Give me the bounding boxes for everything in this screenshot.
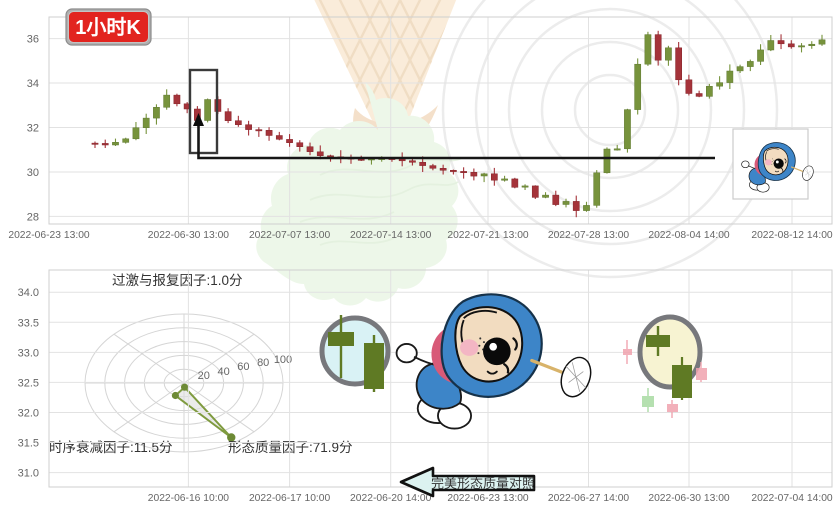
svg-text:过激与报复因子:1.0分: 过激与报复因子:1.0分	[112, 272, 243, 288]
svg-text:31.0: 31.0	[18, 468, 39, 480]
svg-text:1小时K: 1小时K	[75, 16, 141, 39]
svg-text:2022-06-27 14:00: 2022-06-27 14:00	[548, 493, 630, 504]
svg-text:32.0: 32.0	[18, 408, 39, 420]
svg-text:80: 80	[257, 357, 269, 369]
svg-text:31.5: 31.5	[18, 438, 39, 450]
svg-text:2022-07-07 13:00: 2022-07-07 13:00	[249, 230, 331, 241]
svg-text:2022-07-14 13:00: 2022-07-14 13:00	[350, 230, 432, 241]
svg-text:20: 20	[198, 370, 210, 382]
svg-text:40: 40	[217, 366, 229, 378]
svg-text:34.0: 34.0	[18, 287, 39, 299]
svg-text:36: 36	[27, 34, 39, 46]
svg-text:2022-07-28 13:00: 2022-07-28 13:00	[548, 230, 630, 241]
svg-text:2022-06-16 10:00: 2022-06-16 10:00	[148, 493, 230, 504]
svg-text:2022-06-23 13:00: 2022-06-23 13:00	[8, 230, 90, 241]
svg-text:33.0: 33.0	[18, 347, 39, 359]
svg-text:28: 28	[27, 211, 39, 223]
svg-text:2022-06-30 13:00: 2022-06-30 13:00	[148, 230, 230, 241]
svg-text:完美形态质量对照: 完美形态质量对照	[431, 476, 535, 491]
svg-text:30: 30	[27, 167, 39, 179]
svg-text:2022-08-12 14:00: 2022-08-12 14:00	[751, 230, 833, 241]
svg-text:2022-08-04 14:00: 2022-08-04 14:00	[648, 230, 730, 241]
svg-text:32: 32	[27, 123, 39, 135]
svg-text:34: 34	[27, 78, 39, 90]
svg-text:2022-06-23 13:00: 2022-06-23 13:00	[447, 493, 529, 504]
svg-text:2022-06-20 14:00: 2022-06-20 14:00	[350, 493, 432, 504]
svg-text:33.5: 33.5	[18, 317, 39, 329]
svg-text:32.5: 32.5	[18, 377, 39, 389]
svg-text:2022-07-04 14:00: 2022-07-04 14:00	[751, 493, 833, 504]
svg-text:2022-06-17 10:00: 2022-06-17 10:00	[249, 493, 331, 504]
svg-text:2022-06-30 13:00: 2022-06-30 13:00	[648, 493, 730, 504]
svg-text:时序衰减因子:11.5分: 时序衰减因子:11.5分	[49, 439, 173, 455]
svg-text:2022-07-21 13:00: 2022-07-21 13:00	[447, 230, 529, 241]
svg-text:60: 60	[237, 361, 249, 373]
